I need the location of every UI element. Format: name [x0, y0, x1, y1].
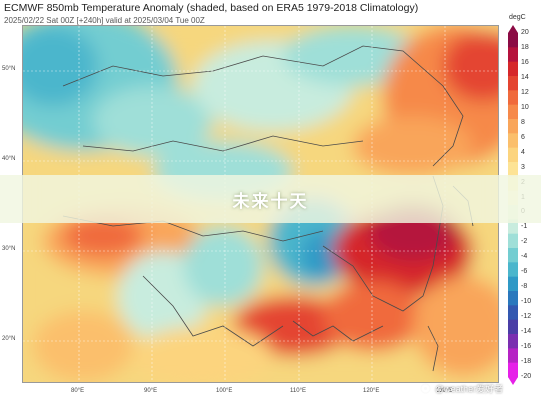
- colorbar-segment: [508, 104, 518, 120]
- map-header: ECMWF 850mb Temperature Anomaly (shaded,…: [4, 2, 418, 26]
- colorbar-segment: [508, 219, 518, 235]
- title-banner: 未来十天: [0, 175, 541, 223]
- colorbar-tick-label: 10: [521, 103, 529, 111]
- colorbar-segment: [508, 334, 518, 349]
- colorbar-tick-label: -16: [521, 343, 532, 351]
- colorbar-tick-label: -18: [521, 358, 532, 366]
- colorbar-tick-label: 6: [521, 133, 525, 141]
- colorbar-tick-label: 3: [521, 163, 525, 171]
- lon-label-80e: 80°E: [71, 388, 85, 394]
- colorbar-tick-label: -6: [521, 268, 528, 276]
- colorbar-tick-label: -4: [521, 253, 528, 261]
- lat-label-40n: 40°N: [2, 156, 16, 162]
- colorbar-segment: [508, 319, 518, 335]
- colorbar-segment: [508, 305, 518, 321]
- watermark-text: @weather爱好者: [435, 384, 504, 394]
- map-title: ECMWF 850mb Temperature Anomaly (shaded,…: [4, 2, 419, 14]
- colorbar-segment: [508, 47, 518, 63]
- colorbar-tick-label: -14: [521, 328, 532, 336]
- colorbar-tick-label: 16: [521, 58, 529, 66]
- colorbar-tick-label: -1: [521, 223, 528, 231]
- colorbar-tick-label: 18: [521, 43, 529, 51]
- map-subtitle: 2025/02/22 Sat 00Z [+240h] valid at 2025…: [4, 16, 205, 25]
- watermark: @weather爱好者: [420, 382, 503, 395]
- colorbar-segment: [508, 348, 518, 364]
- colorbar-tick-label: 8: [521, 118, 525, 126]
- colorbar-segment: [508, 248, 518, 263]
- banner-text: 未来十天: [232, 191, 309, 212]
- colorbar-segment: [508, 162, 518, 177]
- colorbar-segment: [508, 61, 518, 77]
- colorbar-segment: [508, 33, 518, 48]
- colorbar-segment: [508, 119, 518, 134]
- lon-label-120e: 120°E: [363, 388, 380, 394]
- grid-lines: [23, 26, 498, 382]
- lat-label-50n: 50°N: [2, 66, 16, 72]
- colorbar-tick-label: -8: [521, 283, 528, 291]
- colorbar-tick-label: -2: [521, 238, 528, 246]
- colorbar: [508, 25, 518, 385]
- colorbar-segment: [508, 362, 518, 378]
- lon-label-110e: 110°E: [290, 388, 306, 394]
- colorbar-segment: [508, 276, 518, 292]
- colorbar-segment: [508, 262, 518, 278]
- colorbar-tick-label: -12: [521, 313, 532, 321]
- colorbar-tip-bottom: [508, 377, 518, 385]
- colorbar-segment: [508, 233, 518, 249]
- lat-label-30n: 30°N: [2, 246, 16, 252]
- lon-label-90e: 90°E: [144, 388, 158, 394]
- colorbar-unit: degC: [509, 14, 526, 21]
- colorbar-tick-label: 20: [521, 29, 529, 36]
- weibo-icon: [420, 383, 431, 394]
- colorbar-tick-label: 14: [521, 73, 529, 81]
- colorbar-tip-top: [508, 25, 518, 33]
- colorbar-tick-label: -10: [521, 298, 532, 306]
- colorbar-segment: [508, 76, 518, 91]
- colorbar-segment: [508, 133, 518, 149]
- colorbar-segment: [508, 147, 518, 163]
- lon-label-130e: 130°E: [436, 388, 453, 394]
- colorbar-segment: [508, 291, 518, 306]
- colorbar-tick-label: -20: [521, 373, 532, 380]
- colorbar-tick-label: 4: [521, 148, 525, 156]
- colorbar-tick-label: 12: [521, 88, 529, 96]
- colorbar-segment: [508, 90, 518, 106]
- lon-label-100e: 100°E: [216, 388, 233, 394]
- lat-label-20n: 20°N: [2, 336, 16, 342]
